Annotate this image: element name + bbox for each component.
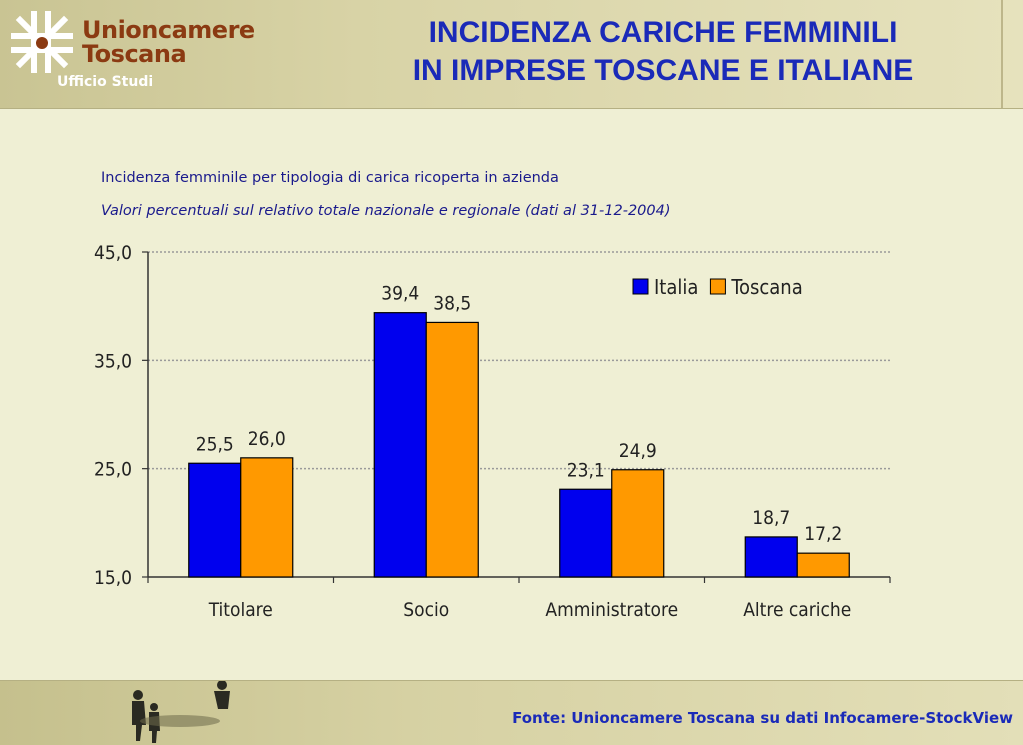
legend-label-toscana: Toscana (730, 275, 802, 299)
bar-italia (744, 536, 798, 578)
y-tick-label: 25,0 (94, 459, 132, 481)
walking-people-icon (132, 681, 230, 743)
y-tick-label: 45,0 (94, 242, 132, 264)
x-tick-label: Amministratore (545, 599, 678, 621)
header-divider (1001, 0, 1003, 108)
x-tick-label: Titolare (208, 599, 273, 621)
logo-text-toscana: Toscana (82, 40, 187, 68)
y-tick-label: 15,0 (94, 567, 132, 589)
legend-swatch-toscana (709, 278, 726, 295)
footer-band: Fonte: Unioncamere Toscana su dati Infoc… (0, 680, 1023, 745)
page-title: INCIDENZA CARICHE FEMMINILI IN IMPRESE T… (343, 14, 983, 90)
bar-toscana (796, 552, 850, 578)
office-label: Ufficio Studi (57, 74, 154, 90)
bar-italia (559, 488, 613, 578)
page-title-line1: INCIDENZA CARICHE FEMMINILI (428, 16, 898, 49)
data-label: 26,0 (248, 428, 286, 450)
bar-italia (188, 462, 242, 578)
data-label: 18,7 (752, 507, 790, 529)
header-band: Unioncamere Toscana Ufficio Studi INCIDE… (0, 0, 1023, 109)
chart-subtitle: Incidenza femminile per tipologia di car… (101, 170, 559, 186)
bar-toscana (240, 457, 294, 578)
data-label: 38,5 (433, 292, 471, 314)
legend-label-italia: Italia (654, 275, 698, 299)
chart-note: Valori percentuali sul relativo totale n… (101, 203, 671, 219)
data-label: 25,5 (196, 433, 234, 455)
bar-toscana (425, 321, 479, 578)
bar-toscana (611, 469, 665, 578)
source-note: Fonte: Unioncamere Toscana su dati Infoc… (512, 709, 1013, 727)
data-label: 23,1 (567, 459, 605, 481)
page-title-line2: IN IMPRESE TOSCANE E ITALIANE (412, 54, 914, 87)
bar-italia (373, 312, 427, 578)
unioncamere-logo-icon (11, 11, 73, 73)
data-label: 17,2 (804, 523, 842, 545)
logo-text-unioncamere: Unioncamere (82, 16, 255, 44)
legend-swatch-italia (632, 278, 649, 295)
x-tick-label: Socio (403, 599, 449, 621)
y-tick-label: 35,0 (94, 350, 132, 372)
x-tick-label: Altre cariche (743, 599, 851, 621)
data-label: 39,4 (381, 283, 419, 305)
data-label: 24,9 (619, 440, 657, 462)
